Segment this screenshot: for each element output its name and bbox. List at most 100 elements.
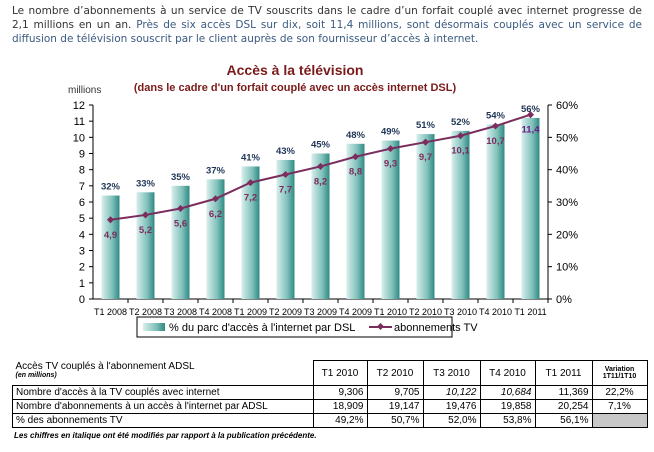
legend: % du parc d'accès à l'internet par DSL a… <box>136 316 478 338</box>
y2-tick-label: 50% <box>556 132 578 144</box>
bar <box>136 192 155 299</box>
bar <box>521 117 540 299</box>
bar <box>486 124 505 300</box>
line-point <box>351 153 360 161</box>
line-point <box>316 162 325 170</box>
intro-text: Le nombre d’abonnements à un service de … <box>12 5 642 31</box>
line-label: 9,3 <box>384 159 397 170</box>
cell: 18,909 <box>312 399 368 414</box>
bar <box>381 140 400 299</box>
y2-tick-label: 0% <box>556 294 572 306</box>
cell: 20,254 <box>534 399 593 414</box>
bar <box>311 153 330 299</box>
line-label: 5,2 <box>139 225 152 236</box>
line-label: 8,8 <box>349 167 362 178</box>
cell: 56,1% <box>534 413 593 428</box>
row-label: Nombre d'abonnements à un accès à l'inte… <box>12 399 314 414</box>
line-label: 6,2 <box>209 209 222 220</box>
variation-cell: 7,1% <box>591 399 648 414</box>
cell: 19,476 <box>422 399 481 414</box>
col-header: T3 2010 <box>422 360 481 386</box>
y-tick-label: 0 <box>79 294 85 306</box>
col-header-variation: Variation 1T11/1T10 <box>591 360 648 386</box>
line-label: 4,9 <box>104 230 117 241</box>
variation-cell <box>591 413 648 428</box>
bar-label: 52% <box>451 117 471 128</box>
y2-tick-label: 20% <box>556 229 578 241</box>
line-point <box>421 138 430 146</box>
x-tick-label: T3 2008 <box>164 307 197 317</box>
line-label: 7,2 <box>244 193 257 204</box>
cell: 10,684 <box>479 385 536 400</box>
row-label: % des abonnements TV <box>12 413 314 428</box>
line-label: 11,4 <box>522 125 541 136</box>
legend-line-label: abonnements TV <box>394 322 478 334</box>
y-tick-label: 11 <box>74 116 85 128</box>
intro-highlight: Près de six accès DSL sur dix, soit 11,4… <box>12 19 642 45</box>
x-tick-label: T4 2008 <box>199 307 232 317</box>
chart: Accès à la télévision (dans le cadre d'u… <box>68 62 578 338</box>
cell: 9,306 <box>312 385 368 400</box>
bar-label: 48% <box>346 130 366 141</box>
line-label: 5,6 <box>174 218 187 229</box>
table-row: Nombre d'abonnements à un accès à l'inte… <box>12 399 648 414</box>
bar <box>241 166 260 299</box>
cell: 52,0% <box>422 413 481 428</box>
line-point <box>246 179 255 187</box>
x-tick-label: T2 2009 <box>269 307 302 317</box>
x-tick-label: T4 2009 <box>339 307 372 317</box>
bar <box>416 134 435 299</box>
bar-label: 56% <box>521 104 541 115</box>
bar <box>171 185 190 299</box>
y-tick-label: 6 <box>79 197 85 209</box>
y-tick-label: 3 <box>79 246 85 258</box>
bar-label: 54% <box>486 110 506 121</box>
y-tick-label: 5 <box>79 213 85 225</box>
cell: 53,8% <box>479 413 536 428</box>
bar-label: 35% <box>171 172 191 183</box>
table-title: Accès TV couplés à l'abonnement ADSL <box>15 360 195 372</box>
line-point <box>491 122 500 130</box>
x-tick-label: T1 2009 <box>234 307 267 317</box>
y-tick-label: 7 <box>79 181 85 193</box>
cell: 10,122 <box>422 385 481 400</box>
y2-tick-label: 60% <box>556 100 578 112</box>
bar <box>346 143 365 299</box>
footnote: Les chiffres en italique ont été modifié… <box>14 431 317 440</box>
data-table: Accès TV couplés à l'abonnement ADSL (en … <box>12 360 648 428</box>
bar <box>206 179 225 299</box>
x-tick-label: T1 2010 <box>374 307 407 317</box>
intro-paragraph: Le nombre d’abonnements à un service de … <box>12 4 642 46</box>
bar <box>101 195 120 299</box>
line-point <box>211 195 220 203</box>
x-tick-label: T2 2010 <box>409 307 442 317</box>
line-point <box>176 204 185 213</box>
table-row: % des abonnements TV 49,2% 50,7% 52,0% 53,8%… <box>12 413 648 428</box>
line-label: 10,7 <box>486 136 505 147</box>
y2-tick-label: 30% <box>556 197 578 209</box>
bar-label: 45% <box>311 140 331 151</box>
bar-label: 33% <box>136 178 156 189</box>
y-tick-label: 8 <box>79 165 85 177</box>
bar-label: 49% <box>381 127 401 138</box>
y-tick-label: 4 <box>79 229 85 241</box>
x-tick-label: T2 2008 <box>129 307 162 317</box>
variation-cell: 22,2% <box>591 385 648 400</box>
col-header: T1 2010 <box>312 360 368 386</box>
x-tick-label: T4 2010 <box>479 307 512 317</box>
x-tick-label: T1 2008 <box>94 307 127 317</box>
y2-tick-label: 10% <box>556 262 578 274</box>
table-row: Nombre d'accès à la TV couplés avec inte… <box>12 385 648 400</box>
legend-bar-swatch <box>143 323 165 331</box>
line-point <box>456 132 465 140</box>
line-label: 8,2 <box>314 176 327 187</box>
bar-label: 51% <box>416 120 436 131</box>
x-tick-label: T1 2011 <box>514 307 546 317</box>
cell: 9,705 <box>366 385 424 400</box>
cell: 49,2% <box>312 413 368 428</box>
cell: 19,147 <box>366 399 424 414</box>
col-header: T2 2010 <box>366 360 424 386</box>
line-label: 7,7 <box>279 185 292 196</box>
y-tick-label: 10 <box>73 132 85 144</box>
y-axis-label: millions <box>68 85 101 96</box>
